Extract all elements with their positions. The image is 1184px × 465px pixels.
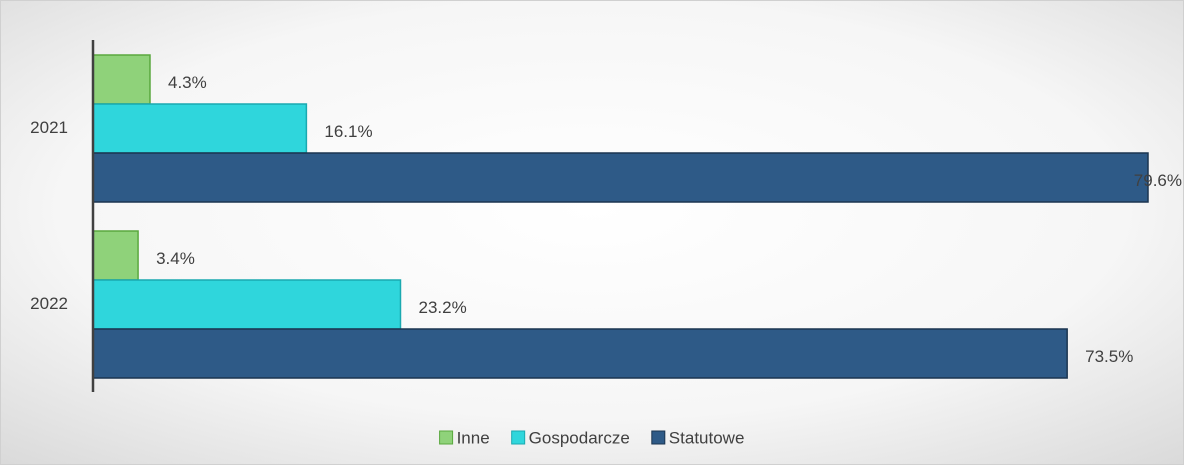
legend-swatch <box>439 430 454 445</box>
bar <box>92 152 1149 203</box>
data-label: 4.3% <box>168 73 207 92</box>
y-tick-label: 2022 <box>30 294 68 313</box>
bar <box>92 54 151 105</box>
legend-label: Inne <box>457 428 490 447</box>
bar <box>92 230 139 281</box>
data-label: 16.1% <box>324 122 372 141</box>
data-label: 79.6% <box>1134 171 1182 190</box>
bar <box>92 279 402 330</box>
bar <box>92 103 308 154</box>
legend-label: Statutowe <box>669 428 745 447</box>
bar <box>92 328 1068 379</box>
y-tick-label: 2021 <box>30 118 68 137</box>
data-label: 3.4% <box>156 249 195 268</box>
legend-label: Gospodarcze <box>529 428 630 447</box>
data-label: 73.5% <box>1085 347 1133 366</box>
legend-swatch <box>651 430 666 445</box>
legend-swatch <box>511 430 526 445</box>
data-label: 23.2% <box>418 298 466 317</box>
